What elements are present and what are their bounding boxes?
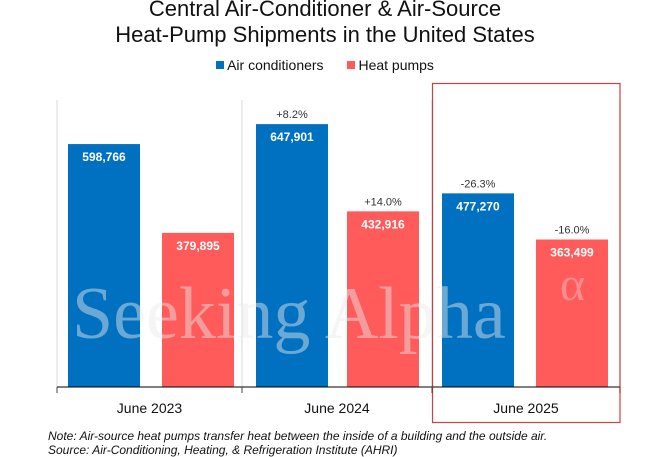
bar-heat-pumps-june-2024	[347, 211, 419, 387]
legend-item-heat-pumps: Heat pumps	[347, 57, 434, 73]
bar-air-conditioners-june-2023	[68, 144, 140, 387]
change-label: +8.2%	[276, 109, 308, 121]
data-label: 477,270	[456, 199, 500, 213]
legend-label-air-conditioners: Air conditioners	[227, 57, 324, 73]
highlight-box	[431, 82, 621, 424]
legend-swatch-air-conditioners	[216, 61, 225, 69]
change-label: -26.3%	[461, 178, 496, 190]
bar-air-conditioners-june-2025	[442, 193, 514, 387]
data-label: 363,499	[550, 246, 594, 260]
chart-title: Central Air-Conditioner & Air-Source Hea…	[0, 0, 650, 48]
chart-legend: Air conditioners Heat pumps	[0, 57, 650, 73]
chart-title-line2: Heat-Pump Shipments in the United States	[115, 22, 535, 47]
change-label: -16.0%	[555, 225, 590, 237]
legend-label-heat-pumps: Heat pumps	[358, 57, 434, 73]
chart-title-line1: Central Air-Conditioner & Air-Source	[148, 0, 502, 21]
bar-heat-pumps-june-2025	[536, 239, 608, 387]
bar-heat-pumps-june-2023	[162, 232, 234, 387]
chart-source: Source: Air-Conditioning, Heating, & Ref…	[48, 443, 398, 457]
data-label: 598,766	[82, 150, 126, 164]
x-tick-label: June 2024	[304, 400, 370, 416]
change-label: +14.0%	[364, 196, 402, 208]
data-label: 379,895	[176, 239, 220, 253]
chart-note: Note: Air-source heat pumps transfer hea…	[48, 429, 548, 443]
legend-swatch-heat-pumps	[347, 61, 356, 69]
x-tick-label: June 2025	[493, 400, 559, 416]
data-label: 432,916	[361, 217, 405, 231]
watermark-alpha-icon: α	[560, 258, 585, 311]
legend-item-air-conditioners: Air conditioners	[216, 57, 324, 73]
x-tick-label: June 2023	[117, 400, 183, 416]
data-label: 647,901	[270, 130, 314, 144]
watermark-shadow: Seeking Alpha	[72, 273, 506, 355]
watermark: Seeking Alpha	[72, 273, 506, 355]
bar-air-conditioners-june-2024	[256, 124, 328, 388]
